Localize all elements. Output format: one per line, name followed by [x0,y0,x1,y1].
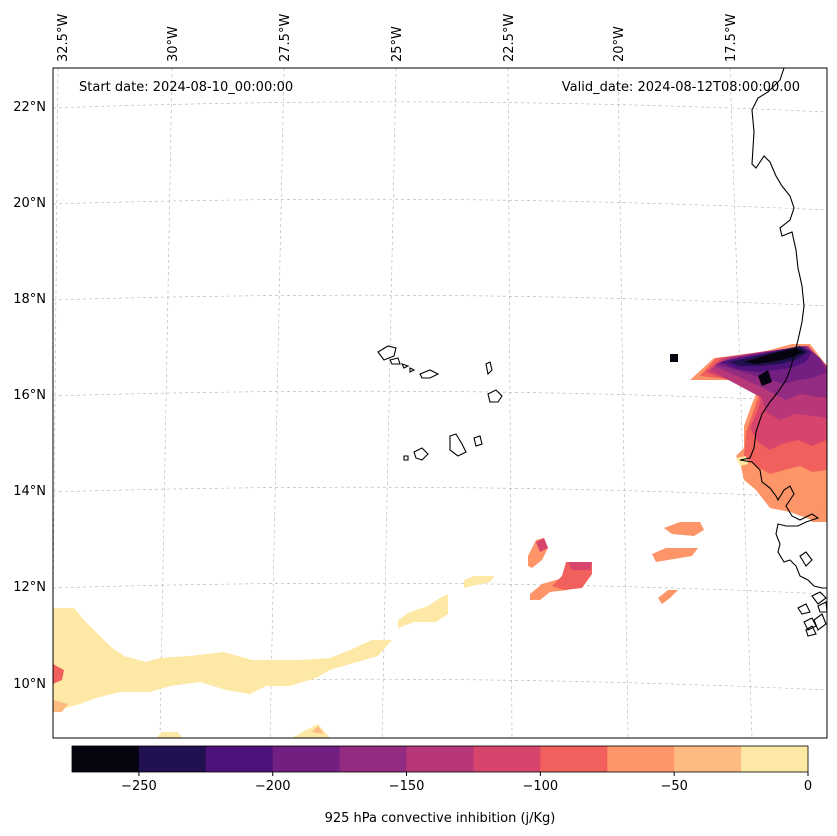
map-area [53,68,827,738]
colorbar-swatch [674,746,742,772]
lon-label: 27.5°W [278,14,293,62]
cin-region-light [292,724,330,738]
colorbar-ticks: −250 −200 −150 −100 −50 0 [121,772,812,794]
lat-label: 14°N [13,484,46,499]
cin-region-light [464,576,494,588]
colorbar-tick-label: 0 [804,779,812,794]
island [449,433,467,457]
valid-date-label: Valid_date: 2024-08-12T08:00:00.00 [562,80,800,95]
colorbar-tick-label: −50 [660,779,687,794]
cin-region-mid [652,548,698,562]
island [377,345,397,361]
cin-region-dark [670,354,678,362]
colorbar-tick-label: −200 [255,779,291,794]
lat-label: 12°N [13,580,46,595]
island [487,389,503,403]
cin-region-light [53,608,392,708]
lat-label: 22°N [13,100,46,115]
cin-region-mid [536,538,548,552]
colorbar-swatches [72,746,809,772]
island [400,363,410,369]
cin-region-mid [568,562,592,570]
coastlines [739,68,827,637]
cin-region-coastal [744,348,804,364]
island [409,367,416,373]
cin-region-coastal [758,370,772,386]
lon-label: 32.5°W [56,14,71,62]
colorbar-swatch [205,746,274,772]
colorbar-swatch [272,746,341,772]
island [403,455,409,461]
colorbar-swatch [72,746,140,772]
colorbar-swatch [540,746,608,772]
lon-label: 30°W [166,26,181,62]
cape-verde-islands [377,345,503,461]
colorbar-label: 925 hPa convective inhibition (j/Kg) [325,811,556,826]
colorbar-tick-label: −250 [121,779,157,794]
lat-label: 16°N [13,388,46,403]
map-frame [52,67,828,739]
colorbar-swatch [741,746,809,772]
colorbar-swatch [138,746,207,772]
colorbar-tick-label: −150 [389,779,425,794]
longitude-labels: 32.5°W 30°W 27.5°W 25°W 22.5°W 20°W 17.5… [56,14,739,62]
cin-region-light [398,594,448,628]
cin-region-light [312,726,324,734]
island [389,357,401,365]
latitude-labels: 22°N 20°N 18°N 16°N 14°N 12°N 10°N [13,100,46,692]
colorbar-swatch [607,746,675,772]
lat-label: 18°N [13,292,46,307]
lon-label: 17.5°W [724,14,739,62]
lon-label: 20°W [612,26,627,62]
island [413,447,429,461]
colorbar-frame [71,745,809,773]
colorbar-swatch [339,746,408,772]
africa-coastline [739,68,827,589]
cin-region-mid [658,590,678,604]
colorbar-tick-label: −100 [523,779,559,794]
start-date-label: Start date: 2024-08-10_00:00:00 [79,80,293,95]
island [473,435,483,447]
colorbar-swatch [473,746,541,772]
colorbar-swatch [406,746,474,772]
lon-label: 22.5°W [502,14,517,62]
lat-label: 20°N [13,196,46,211]
island [485,361,493,376]
cin-region-light [53,664,64,684]
cin-contours [53,344,827,738]
island [419,369,440,379]
cin-region-light [156,732,182,738]
lon-label: 25°W [390,26,405,62]
lat-label: 10°N [13,677,46,692]
cin-region-light [53,700,68,712]
cin-region-mid [664,522,704,536]
colorbar: −250 −200 −150 −100 −50 0 925 hPa convective … [71,745,812,826]
